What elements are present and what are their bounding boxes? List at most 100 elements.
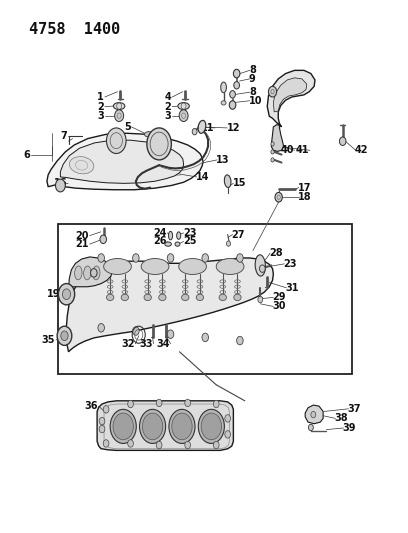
Ellipse shape	[144, 294, 151, 301]
Text: 12: 12	[226, 123, 240, 133]
Circle shape	[55, 179, 65, 192]
Ellipse shape	[69, 157, 94, 174]
Ellipse shape	[182, 294, 189, 301]
Polygon shape	[97, 401, 233, 450]
Circle shape	[147, 128, 171, 160]
Polygon shape	[60, 140, 184, 183]
Text: 23: 23	[284, 259, 297, 269]
Circle shape	[311, 411, 316, 418]
Text: 39: 39	[343, 423, 356, 433]
Text: 10: 10	[249, 96, 262, 106]
Text: 7: 7	[60, 131, 67, 141]
Text: 30: 30	[273, 302, 286, 311]
Ellipse shape	[106, 294, 114, 301]
Circle shape	[271, 142, 274, 146]
Circle shape	[99, 417, 105, 425]
Circle shape	[201, 413, 222, 440]
Polygon shape	[69, 257, 112, 288]
Ellipse shape	[177, 232, 181, 239]
Text: 21: 21	[75, 239, 89, 249]
Circle shape	[230, 91, 235, 98]
Text: 40: 40	[280, 146, 294, 155]
Circle shape	[140, 409, 166, 443]
Circle shape	[202, 254, 208, 262]
Circle shape	[226, 241, 231, 246]
Text: 14: 14	[196, 172, 209, 182]
Circle shape	[268, 86, 277, 97]
Circle shape	[192, 128, 197, 135]
Text: 4: 4	[164, 92, 171, 102]
Circle shape	[142, 413, 163, 440]
Circle shape	[172, 413, 192, 440]
Text: 41: 41	[296, 146, 309, 155]
Circle shape	[225, 431, 231, 438]
Ellipse shape	[216, 259, 244, 274]
Text: 4758  1400: 4758 1400	[29, 22, 120, 37]
Circle shape	[99, 425, 105, 433]
Text: 31: 31	[286, 283, 299, 293]
Circle shape	[198, 409, 224, 443]
Text: 28: 28	[269, 248, 283, 258]
Circle shape	[167, 254, 174, 262]
Circle shape	[106, 128, 126, 154]
Ellipse shape	[178, 102, 189, 110]
Circle shape	[259, 265, 265, 272]
Circle shape	[58, 284, 75, 305]
Ellipse shape	[113, 102, 125, 110]
Text: 17: 17	[298, 183, 311, 192]
Text: 23: 23	[183, 228, 196, 238]
Circle shape	[339, 137, 346, 146]
Ellipse shape	[165, 242, 171, 246]
Circle shape	[225, 415, 231, 422]
Text: 37: 37	[348, 404, 361, 414]
Circle shape	[98, 324, 104, 332]
Circle shape	[234, 82, 239, 89]
Ellipse shape	[84, 266, 91, 280]
Text: 18: 18	[298, 192, 311, 202]
Circle shape	[258, 296, 263, 303]
Circle shape	[98, 254, 104, 262]
Circle shape	[128, 440, 133, 447]
Circle shape	[185, 441, 191, 449]
Circle shape	[113, 413, 133, 440]
Circle shape	[237, 254, 243, 262]
Text: 1: 1	[97, 92, 104, 102]
Text: 8: 8	[249, 87, 256, 97]
Polygon shape	[47, 133, 203, 190]
Circle shape	[91, 269, 97, 277]
Circle shape	[133, 327, 139, 335]
Circle shape	[233, 69, 240, 78]
Circle shape	[115, 110, 124, 122]
Circle shape	[275, 192, 282, 202]
Ellipse shape	[175, 242, 180, 246]
Ellipse shape	[198, 120, 206, 133]
Circle shape	[57, 326, 72, 345]
Ellipse shape	[219, 294, 226, 301]
Circle shape	[103, 406, 109, 413]
Circle shape	[62, 289, 71, 300]
Ellipse shape	[121, 294, 129, 301]
Text: 38: 38	[335, 414, 348, 423]
Circle shape	[271, 150, 274, 154]
Ellipse shape	[179, 259, 206, 274]
Circle shape	[103, 440, 109, 447]
Polygon shape	[267, 70, 315, 127]
Circle shape	[169, 409, 195, 443]
Ellipse shape	[104, 259, 131, 274]
Text: 19: 19	[47, 289, 60, 299]
Circle shape	[213, 400, 219, 408]
Ellipse shape	[75, 266, 82, 280]
Circle shape	[237, 336, 243, 345]
Ellipse shape	[144, 132, 153, 137]
Ellipse shape	[169, 231, 173, 240]
Text: 22: 22	[75, 268, 89, 278]
Ellipse shape	[141, 259, 169, 274]
Circle shape	[185, 399, 191, 407]
Text: 9: 9	[249, 74, 256, 84]
Circle shape	[128, 400, 133, 408]
Text: 35: 35	[42, 335, 55, 345]
Text: 16: 16	[54, 179, 67, 188]
Ellipse shape	[234, 294, 241, 301]
Circle shape	[202, 333, 208, 342]
Ellipse shape	[255, 255, 266, 276]
